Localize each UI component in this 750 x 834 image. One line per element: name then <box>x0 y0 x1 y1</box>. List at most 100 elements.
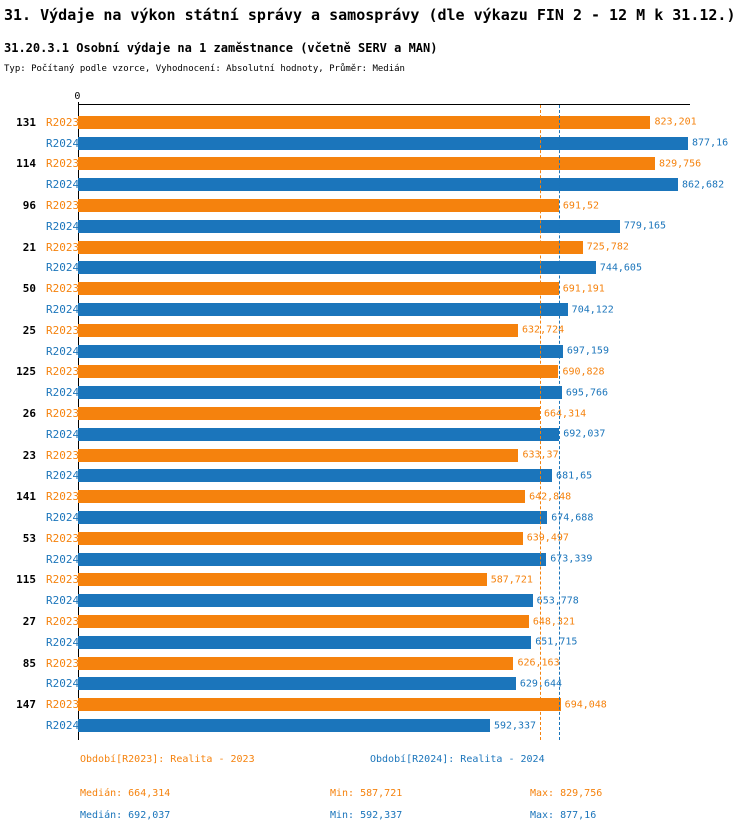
bar-row: R2024 744,605 <box>4 258 746 279</box>
bar-track: 587,721 <box>78 573 690 587</box>
bar-track: 697,159 <box>78 344 690 358</box>
bar-r2024-25 <box>78 344 563 358</box>
x-axis-zero-label: 0 <box>74 91 81 102</box>
bar-row: R2024 674,688 <box>4 507 746 528</box>
series-label-r2024: R2024 <box>46 469 80 483</box>
bar-row: 23 R2023 633,37 <box>4 445 746 466</box>
bar-row: 141 R2023 642,848 <box>4 486 746 507</box>
bar-value-label: 673,339 <box>550 553 593 565</box>
stat-median-r2023: Medián: 664,314 <box>80 788 171 799</box>
bar-row: R2024 629,644 <box>4 674 746 695</box>
stat-min-r2024: Min: 592,337 <box>330 810 403 821</box>
bar-track: 823,201 <box>78 115 697 129</box>
bar-r2024-26 <box>78 427 560 441</box>
bar-value-label: 704,122 <box>571 304 614 316</box>
bar-track: 681,65 <box>78 469 690 483</box>
bar-row: 125 R2023 690,828 <box>4 362 746 383</box>
series-label-r2024: R2024 <box>46 344 80 358</box>
bar-value-label: 642,848 <box>529 491 572 503</box>
series-label-r2023: R2023 <box>46 199 80 213</box>
bar-row: R2024 681,65 <box>4 466 746 487</box>
series-label-r2023: R2023 <box>46 407 80 421</box>
bar-value-label: 877,16 <box>692 137 729 149</box>
bar-track: 744,605 <box>78 261 690 275</box>
series-label-r2024: R2024 <box>46 594 80 608</box>
bar-row: 85 R2023 626,163 <box>4 653 746 674</box>
bar-r2023-50 <box>78 282 559 296</box>
bar-r2023-21 <box>78 240 583 254</box>
bar-r2024-53 <box>78 552 547 566</box>
bar-rows: 131 R2023 823,201 R2024 877,16 114 R2023 829,75… <box>4 104 746 736</box>
bar-row: R2024 592,337 <box>4 715 746 736</box>
category-label: 115 <box>16 573 36 587</box>
bar-r2023-53 <box>78 531 523 545</box>
bar-row: R2024 862,682 <box>4 174 746 195</box>
bar-track: 632,724 <box>78 323 690 337</box>
series-label-r2023: R2023 <box>46 573 80 587</box>
bar-track: 653,778 <box>78 594 690 608</box>
bar-r2023-23 <box>78 448 519 462</box>
bar-r2024-96 <box>78 219 620 233</box>
bar-row: R2024 704,122 <box>4 299 746 320</box>
stats-row-r2024: Medián: 692,037 Min: 592,337 Max: 877,16 <box>80 810 746 822</box>
bar-r2023-96 <box>78 199 559 213</box>
bar-row: R2024 651,715 <box>4 632 746 653</box>
series-label-r2023: R2023 <box>46 323 80 337</box>
bar-row: 27 R2023 648,321 <box>4 611 746 632</box>
series-label-r2024: R2024 <box>46 635 80 649</box>
legend-r2023: Období[R2023]: Realita - 2023 <box>80 754 255 765</box>
bar-value-label: 697,159 <box>566 345 609 357</box>
bar-r2024-23 <box>78 469 553 483</box>
bar-value-label: 587,721 <box>490 574 533 586</box>
bar-row: 96 R2023 691,52 <box>4 195 746 216</box>
bar-row: R2024 692,037 <box>4 424 746 445</box>
bar-r2024-114 <box>78 178 678 192</box>
bar-row: 21 R2023 725,782 <box>4 237 746 258</box>
category-label: 23 <box>22 448 36 462</box>
bar-r2024-125 <box>78 386 562 400</box>
bar-track: 651,715 <box>78 635 690 649</box>
bar-value-label: 592,337 <box>493 720 537 731</box>
bar-value-label: 681,65 <box>556 470 593 482</box>
series-label-r2023: R2023 <box>46 365 80 379</box>
median-line-r2023 <box>540 105 542 740</box>
bar-value-label: 862,682 <box>681 179 725 191</box>
bar-track: 695,766 <box>78 386 690 400</box>
bar-track: 642,848 <box>78 490 690 504</box>
category-label: 26 <box>22 407 36 421</box>
chart-subtitle: 31.20.3.1 Osobní výdaje na 1 zaměstnance… <box>4 41 438 55</box>
bar-track: 692,037 <box>78 427 690 441</box>
bar-row: R2024 653,778 <box>4 590 746 611</box>
series-label-r2024: R2024 <box>46 136 80 150</box>
bar-value-label: 692,037 <box>563 428 606 440</box>
stats: Medián: 664,314 Min: 587,721 Max: 829,75… <box>4 788 746 822</box>
bar-row: 25 R2023 632,724 <box>4 320 746 341</box>
bar-row: R2024 673,339 <box>4 549 746 570</box>
bar-value-label: 653,778 <box>536 595 579 607</box>
bar-track: 626,163 <box>78 656 690 670</box>
series-label-r2024: R2024 <box>46 552 80 566</box>
bar-r2023-141 <box>78 490 526 504</box>
bar-value-label: 691,52 <box>562 200 600 212</box>
series-label-r2024: R2024 <box>46 511 80 525</box>
bar-row: 50 R2023 691,191 <box>4 278 746 299</box>
bar-r2024-115 <box>78 594 533 608</box>
category-label: 53 <box>22 531 36 545</box>
bar-track: 639,497 <box>78 531 690 545</box>
bar-track: 690,828 <box>78 365 690 379</box>
series-label-r2024: R2024 <box>46 386 80 400</box>
bar-r2024-147 <box>78 719 490 732</box>
bar-value-label: 632,724 <box>522 324 565 336</box>
bar-track: 629,644 <box>78 677 690 691</box>
bar-value-label: 829,756 <box>659 158 702 170</box>
stat-max-r2023: Max: 829,756 <box>530 788 603 799</box>
bar-track: 725,782 <box>78 240 690 254</box>
bar-row: 131 R2023 823,201 <box>4 112 746 133</box>
series-label-r2023: R2023 <box>46 615 80 629</box>
series-label-r2024: R2024 <box>46 719 80 732</box>
x-axis-tick <box>78 102 79 104</box>
bar-r2024-131 <box>78 136 689 150</box>
bar-track: 862,682 <box>78 178 724 192</box>
series-label-r2023: R2023 <box>46 698 80 712</box>
series-label-r2024: R2024 <box>46 303 80 317</box>
